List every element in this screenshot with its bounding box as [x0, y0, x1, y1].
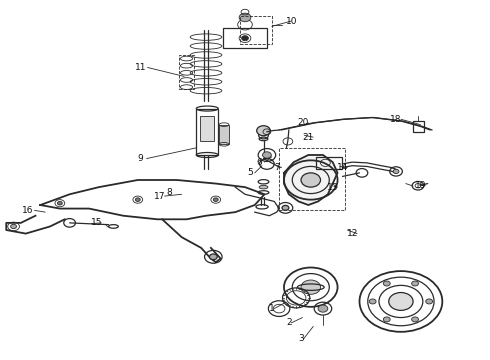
Bar — [316, 157, 343, 169]
Circle shape — [318, 305, 328, 312]
Text: 17: 17 — [154, 192, 166, 201]
Bar — [279, 148, 345, 210]
Circle shape — [426, 299, 433, 304]
Bar — [200, 116, 214, 141]
Circle shape — [412, 281, 418, 286]
Text: 5: 5 — [247, 168, 253, 177]
Text: 21: 21 — [303, 132, 314, 141]
Text: 19: 19 — [415, 181, 426, 190]
Ellipse shape — [259, 185, 268, 189]
Text: 3: 3 — [298, 334, 304, 343]
Text: 15: 15 — [91, 219, 102, 228]
Text: 18: 18 — [391, 115, 402, 124]
Circle shape — [301, 173, 320, 187]
Circle shape — [393, 169, 399, 174]
Text: 11: 11 — [134, 63, 146, 72]
Text: 2: 2 — [286, 318, 292, 327]
Circle shape — [209, 254, 217, 260]
Text: 10: 10 — [286, 17, 297, 26]
Circle shape — [257, 126, 270, 136]
Bar — [179, 55, 194, 89]
Text: 9: 9 — [137, 154, 143, 163]
Text: 13: 13 — [327, 183, 339, 192]
Bar — [223, 28, 267, 48]
Circle shape — [383, 317, 390, 322]
Text: 20: 20 — [298, 118, 309, 127]
Circle shape — [383, 281, 390, 286]
Text: 7: 7 — [274, 163, 279, 172]
Circle shape — [301, 280, 320, 294]
Bar — [240, 16, 272, 44]
Circle shape — [11, 224, 17, 229]
Polygon shape — [284, 155, 338, 205]
Text: 12: 12 — [346, 229, 358, 238]
Text: 1: 1 — [269, 304, 275, 313]
Circle shape — [389, 293, 413, 310]
Bar — [219, 125, 229, 144]
Circle shape — [213, 198, 218, 202]
Circle shape — [412, 317, 418, 322]
Circle shape — [369, 299, 376, 304]
Circle shape — [242, 36, 248, 41]
Text: 16: 16 — [23, 206, 34, 215]
Circle shape — [263, 152, 271, 158]
Circle shape — [135, 198, 140, 202]
Circle shape — [282, 205, 289, 210]
Circle shape — [239, 13, 251, 22]
Text: 14: 14 — [337, 163, 348, 172]
Circle shape — [57, 202, 62, 205]
Text: 8: 8 — [167, 188, 172, 197]
Text: 6: 6 — [257, 158, 263, 167]
Bar — [413, 121, 424, 132]
Bar — [196, 109, 218, 155]
